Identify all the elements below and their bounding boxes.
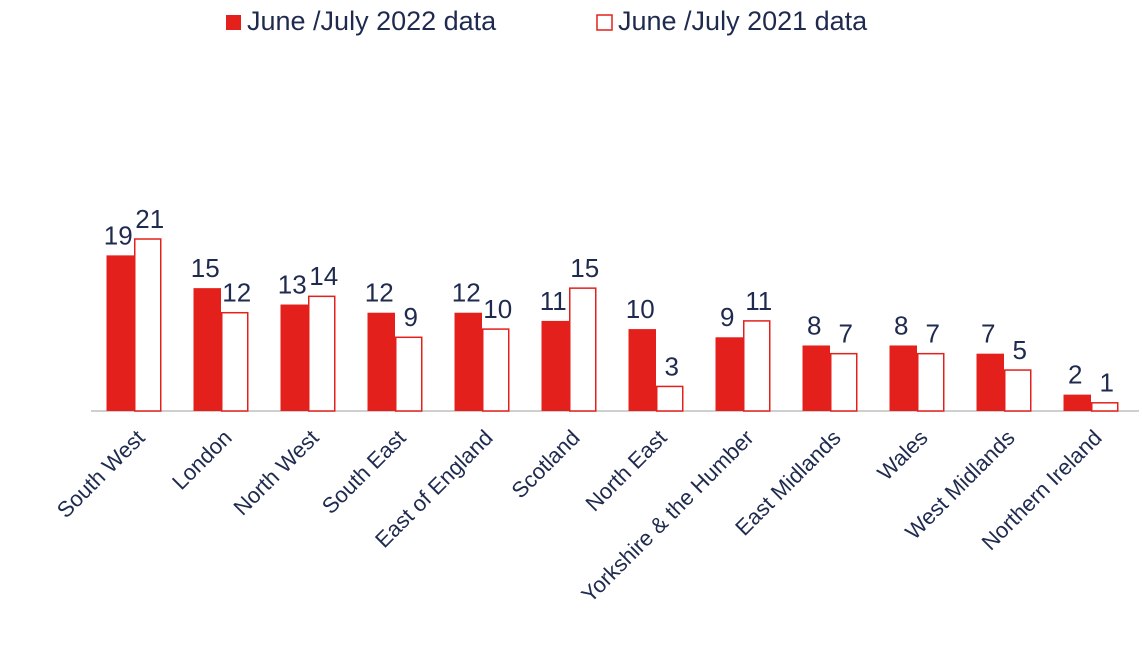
bar bbox=[743, 320, 771, 412]
value-label: 7 bbox=[981, 319, 995, 349]
bar bbox=[917, 352, 945, 412]
value-label: 11 bbox=[540, 286, 567, 316]
value-label: 10 bbox=[483, 294, 512, 324]
value-label: 7 bbox=[839, 319, 853, 349]
legend-label: June /July 2022 data bbox=[247, 6, 497, 36]
x-tick-label: North West bbox=[228, 425, 323, 520]
bar bbox=[367, 312, 395, 411]
value-label: 10 bbox=[626, 294, 655, 324]
value-label: 19 bbox=[104, 220, 133, 250]
value-label: 7 bbox=[926, 319, 940, 349]
bar bbox=[1091, 402, 1119, 412]
value-label: 21 bbox=[135, 204, 164, 234]
bar bbox=[541, 320, 569, 411]
bar bbox=[628, 329, 656, 411]
value-label: 12 bbox=[222, 278, 251, 308]
value-label: 15 bbox=[570, 253, 599, 283]
value-label: 11 bbox=[745, 286, 772, 316]
x-tick-label: South East bbox=[317, 425, 411, 519]
value-label: 9 bbox=[404, 302, 418, 332]
bar bbox=[134, 238, 162, 412]
bar bbox=[802, 345, 830, 411]
bar bbox=[569, 287, 597, 412]
legend-swatch bbox=[226, 15, 241, 30]
value-label: 1 bbox=[1100, 368, 1114, 398]
value-label: 8 bbox=[894, 310, 908, 340]
bar bbox=[454, 312, 482, 411]
x-tick-label: London bbox=[167, 425, 237, 495]
legend-label: June /July 2021 data bbox=[618, 6, 868, 36]
value-label: 12 bbox=[452, 278, 481, 308]
value-label: 14 bbox=[309, 261, 338, 291]
value-label: 15 bbox=[191, 253, 220, 283]
value-label: 8 bbox=[807, 310, 821, 340]
x-tick-label: Wales bbox=[872, 425, 932, 485]
x-tick-label: Yorkshire & the Humber bbox=[576, 425, 758, 607]
value-label: 5 bbox=[1013, 335, 1027, 365]
bar bbox=[889, 345, 917, 411]
bar bbox=[106, 255, 134, 411]
bar bbox=[830, 352, 858, 412]
bar bbox=[280, 304, 308, 411]
bar bbox=[1004, 369, 1032, 412]
bar bbox=[976, 353, 1004, 411]
value-label: 13 bbox=[278, 269, 307, 299]
x-tick-label: North East bbox=[580, 425, 671, 516]
x-tick-label: South West bbox=[52, 425, 150, 523]
value-label: 3 bbox=[665, 351, 679, 381]
bar bbox=[1063, 394, 1091, 411]
value-label: 9 bbox=[720, 302, 734, 332]
bar bbox=[395, 336, 423, 412]
value-label: 12 bbox=[365, 278, 394, 308]
bar bbox=[193, 288, 221, 411]
bar bbox=[715, 337, 743, 411]
x-tick-label: Scotland bbox=[506, 425, 584, 503]
bar bbox=[308, 295, 336, 412]
bar bbox=[221, 311, 249, 412]
value-label: 2 bbox=[1068, 359, 1082, 389]
bar bbox=[482, 328, 510, 412]
legend-swatch bbox=[596, 14, 613, 31]
bar bbox=[656, 385, 684, 412]
